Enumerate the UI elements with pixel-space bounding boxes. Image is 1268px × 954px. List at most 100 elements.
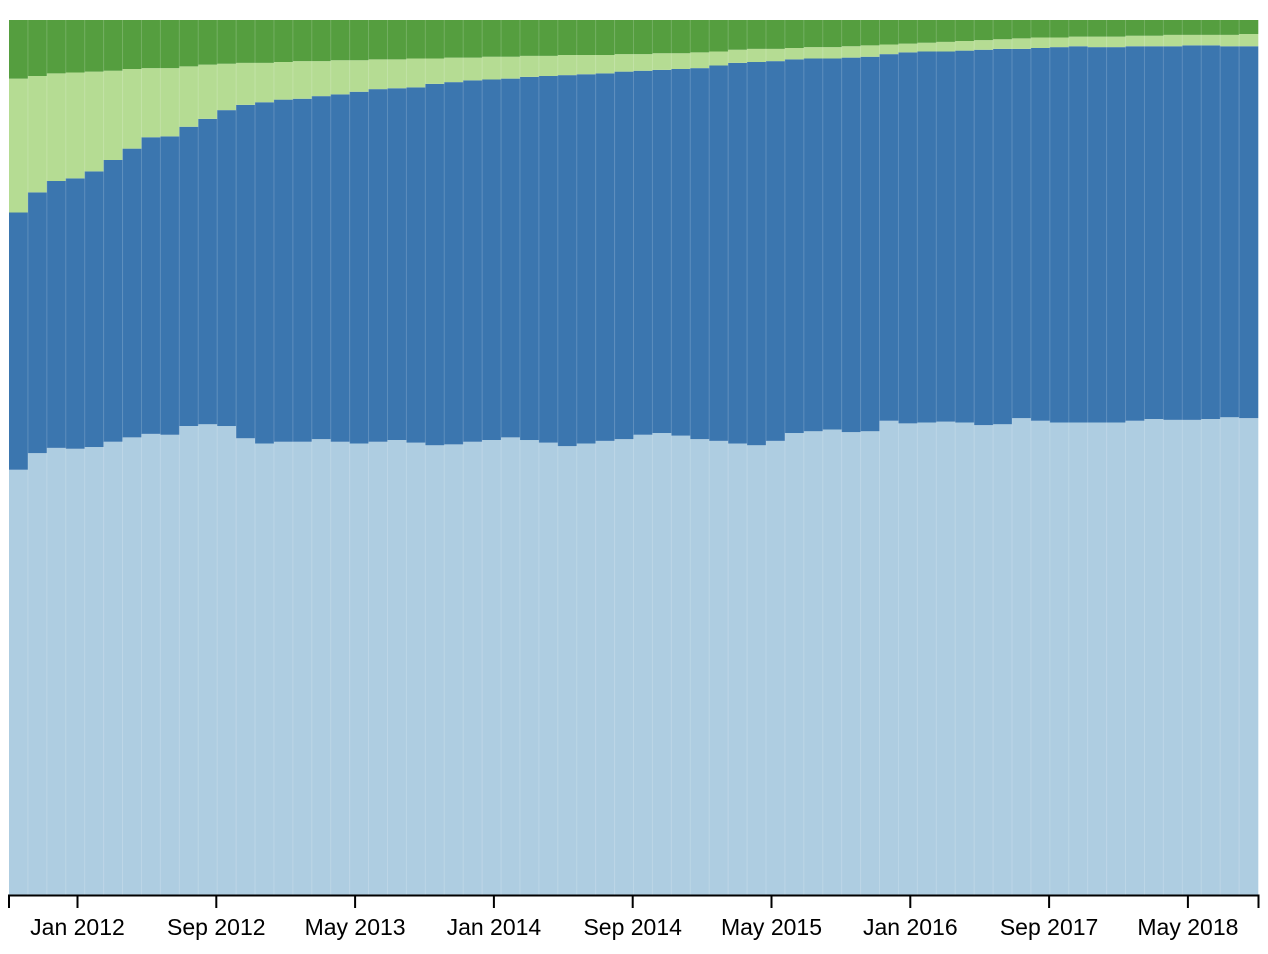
bar-segment-dark-green-25 <box>482 20 502 57</box>
bar-segment-light-green-17 <box>330 60 350 95</box>
bar-segment-dark-blue-25 <box>482 79 502 440</box>
bar-segment-dark-green-58 <box>1106 20 1126 37</box>
bar-segment-light-green-54 <box>1030 37 1051 48</box>
bar-segment-dark-green-40 <box>765 20 786 49</box>
bar-segment-dark-green-47 <box>898 20 918 44</box>
bar-segment-dark-green-49 <box>936 20 956 42</box>
bar-segment-dark-blue-29 <box>557 75 578 447</box>
bar-segment-dark-green-13 <box>255 20 275 63</box>
bar-segment-dark-blue-10 <box>198 118 218 425</box>
bar-segment-dark-green-17 <box>330 20 350 61</box>
bar-segment-dark-blue-28 <box>538 76 559 443</box>
bar-segment-light-green-2 <box>46 73 67 182</box>
bar-segment-light-blue-63 <box>1201 419 1221 895</box>
bar-segment-light-blue-24 <box>463 441 483 895</box>
bar-segment-dark-green-12 <box>236 20 256 63</box>
bar-segment-dark-green-65 <box>1239 20 1259 34</box>
bar-segment-dark-green-8 <box>160 20 180 69</box>
bar-segment-light-blue-58 <box>1106 422 1126 895</box>
bar-segment-light-blue-27 <box>519 440 540 895</box>
bar-segment-dark-blue-23 <box>444 82 464 445</box>
bar-segment-light-blue-10 <box>198 424 218 895</box>
bar-segment-light-blue-61 <box>1163 419 1183 895</box>
bar-segment-dark-green-34 <box>652 20 672 54</box>
bar-segment-dark-green-63 <box>1201 20 1221 35</box>
x-tick-label-2: May 2013 <box>305 914 406 940</box>
bar-segment-dark-green-41 <box>784 20 805 48</box>
bar-segment-light-green-51 <box>974 40 994 50</box>
bar-segment-light-blue-38 <box>728 443 748 895</box>
bar-segment-light-blue-49 <box>936 421 956 895</box>
bar-segment-light-blue-53 <box>1011 418 1032 895</box>
bar-segment-light-green-60 <box>1144 35 1164 47</box>
bar-segment-light-blue-37 <box>709 440 729 896</box>
bar-segment-light-green-35 <box>671 53 691 69</box>
bar-segment-dark-green-21 <box>406 20 426 59</box>
bar-segment-light-green-37 <box>709 51 729 66</box>
bar-segment-light-blue-6 <box>122 437 142 896</box>
bar-segment-light-blue-59 <box>1125 420 1145 895</box>
bar-segment-dark-green-1 <box>27 20 48 76</box>
bar-segment-light-green-45 <box>860 45 880 57</box>
bar-segment-light-blue-44 <box>841 432 861 896</box>
bar-segment-light-blue-17 <box>330 441 350 895</box>
bar-segment-light-green-49 <box>936 41 956 52</box>
bar-segment-light-blue-62 <box>1182 419 1202 895</box>
x-tick-label-0: Jan 2012 <box>30 914 125 940</box>
x-axis-line <box>8 894 1260 908</box>
bar-segment-light-blue-20 <box>387 440 407 895</box>
bar-segment-dark-green-5 <box>103 20 123 71</box>
bar-segment-light-green-32 <box>614 54 634 72</box>
bar-segment-light-blue-4 <box>84 447 104 895</box>
bar-segment-dark-green-23 <box>444 20 464 58</box>
bar-segment-dark-blue-41 <box>784 59 805 434</box>
bar-segment-light-green-31 <box>595 55 615 74</box>
bar-segment-dark-blue-21 <box>406 87 426 443</box>
bar-segment-light-blue-56 <box>1068 422 1088 895</box>
bar-segment-dark-green-50 <box>955 20 975 41</box>
bar-segment-light-blue-46 <box>879 420 899 895</box>
bar-segment-light-blue-39 <box>747 445 767 895</box>
bar-segment-light-blue-1 <box>27 453 48 896</box>
bar-segment-dark-green-27 <box>519 20 540 56</box>
bar-segment-light-green-30 <box>576 55 596 75</box>
bar-segment-dark-green-18 <box>349 20 369 61</box>
bar-segment-dark-blue-19 <box>368 89 388 442</box>
bar-segment-light-green-8 <box>160 68 180 137</box>
bar-segment-light-blue-7 <box>141 433 161 896</box>
bar-segment-light-green-20 <box>387 59 407 89</box>
bar-segment-light-blue-47 <box>898 423 918 895</box>
bar-segment-dark-green-44 <box>841 20 861 47</box>
bar-segment-dark-blue-62 <box>1182 45 1202 420</box>
bar-segment-dark-blue-45 <box>860 56 880 432</box>
bar-segment-dark-blue-24 <box>463 80 483 442</box>
bar-segment-dark-blue-14 <box>273 99 294 442</box>
bar-segment-light-green-11 <box>217 63 237 111</box>
bar-segment-dark-green-3 <box>65 20 85 73</box>
bar-segment-dark-blue-18 <box>349 91 369 444</box>
bar-segment-dark-blue-53 <box>1011 48 1032 419</box>
bar-segment-dark-blue-1 <box>27 192 48 454</box>
bar-segment-dark-green-64 <box>1220 20 1240 35</box>
bar-segment-dark-blue-64 <box>1220 46 1240 418</box>
bar-segment-dark-blue-51 <box>974 49 994 426</box>
bar-segment-dark-blue-13 <box>255 102 275 444</box>
bar-segment-dark-blue-0 <box>9 212 29 470</box>
bar-segment-light-green-40 <box>765 48 786 62</box>
bar-segment-dark-green-54 <box>1030 20 1051 38</box>
bar-segment-light-green-3 <box>65 72 85 179</box>
x-tick-label-8: May 2018 <box>1137 914 1238 940</box>
bar-segment-dark-blue-20 <box>387 88 407 440</box>
bar-segment-dark-green-55 <box>1049 20 1070 38</box>
bar-segment-dark-green-42 <box>803 20 824 48</box>
bar-segment-light-green-41 <box>784 48 805 60</box>
bar-segment-light-green-53 <box>1011 38 1032 49</box>
bar-segment-light-green-36 <box>690 52 710 69</box>
bar-segment-dark-green-31 <box>595 20 615 55</box>
bar-segment-light-blue-3 <box>65 448 85 895</box>
bar-segment-light-blue-65 <box>1239 418 1259 895</box>
bar-segment-dark-green-56 <box>1068 20 1088 37</box>
bar-segment-dark-green-20 <box>387 20 407 60</box>
bar-segment-dark-green-45 <box>860 20 880 46</box>
bar-segment-dark-blue-16 <box>311 96 332 440</box>
